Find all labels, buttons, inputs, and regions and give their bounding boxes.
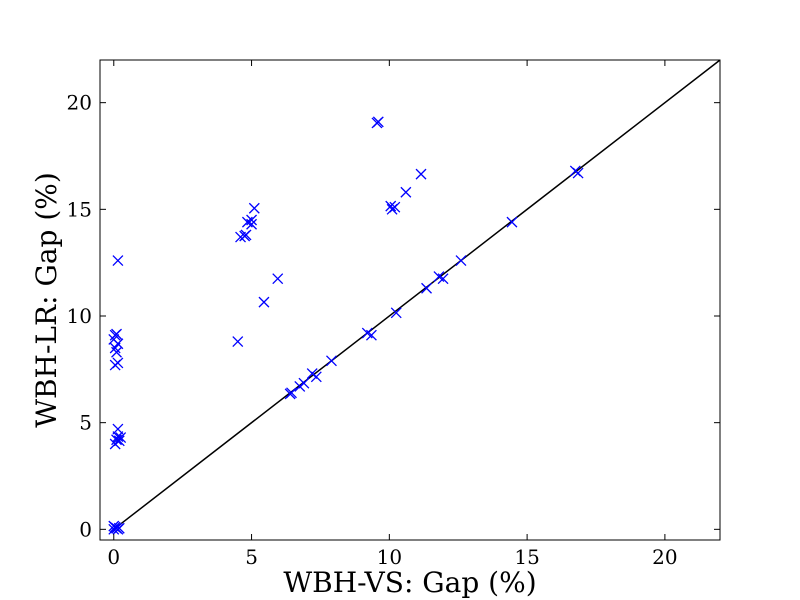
- scatter-point: [112, 357, 124, 369]
- scatter-point: [390, 307, 402, 319]
- scatter-point: [572, 167, 584, 179]
- y-tick-label: 10: [67, 304, 92, 328]
- scatter-point: [235, 231, 246, 243]
- scatter-point: [113, 522, 125, 534]
- scatter-point: [232, 336, 244, 348]
- scatter-point: [111, 328, 122, 340]
- scatter-point: [326, 355, 337, 367]
- identity-line: [113, 60, 720, 530]
- x-tick-label: 5: [245, 545, 258, 569]
- scatter-point: [421, 282, 432, 294]
- scatter-point: [415, 168, 427, 180]
- scatter-point: [115, 432, 127, 444]
- scatter-point: [286, 387, 297, 399]
- scatter-point: [437, 273, 449, 285]
- scatter-point: [506, 216, 518, 228]
- y-tick-label: 0: [79, 517, 92, 541]
- y-tick-label: 15: [67, 197, 92, 221]
- scatter-point: [112, 423, 124, 435]
- scatter-point: [389, 201, 401, 213]
- scatter-point: [240, 229, 252, 241]
- scatter-point: [108, 334, 120, 345]
- x-axis-label: WBH-VS: Gap (%): [283, 566, 536, 599]
- y-tick-label: 5: [79, 411, 92, 435]
- scatter-point: [248, 202, 260, 214]
- scatter-point: [258, 296, 270, 308]
- y-tick-label: 20: [67, 91, 92, 115]
- scatter-point: [400, 186, 412, 198]
- scatter-point: [298, 377, 310, 389]
- scatter-point: [372, 116, 384, 128]
- y-axis-label: WBH-LR: Gap (%): [30, 172, 63, 428]
- x-tick-label: 20: [652, 545, 677, 569]
- scatter-point: [112, 255, 124, 266]
- x-tick-label: 0: [107, 545, 120, 569]
- scatter-point: [385, 200, 397, 212]
- x-tick-label: 10: [377, 545, 402, 569]
- scatter-point: [113, 435, 125, 447]
- scatter-point: [310, 371, 322, 383]
- x-tick-label: 15: [514, 545, 539, 569]
- axis-ticks: [100, 60, 720, 540]
- scatter-point: [108, 520, 120, 532]
- plot-area: [108, 60, 720, 535]
- tick-labels: 0 5 10 15 20 0 5 10 15 20: [67, 91, 678, 569]
- scatter-point: [246, 218, 258, 230]
- scatter-point: [455, 255, 467, 266]
- scatter-point: [246, 214, 258, 226]
- scatter-point: [272, 273, 284, 285]
- plot-frame: [99, 59, 721, 541]
- scatter-point: [365, 329, 377, 341]
